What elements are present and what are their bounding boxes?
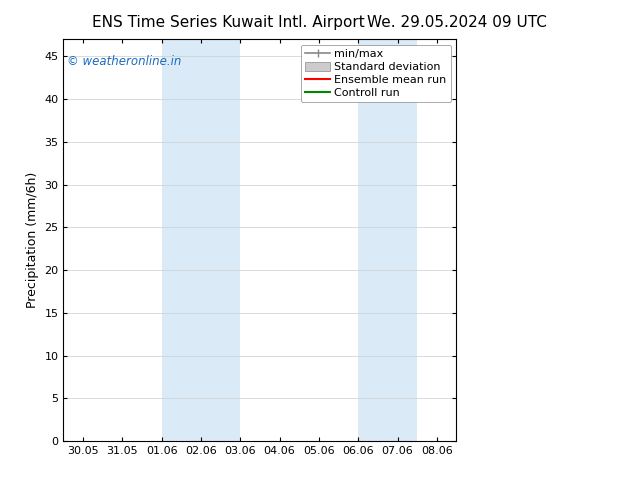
Legend: min/max, Standard deviation, Ensemble mean run, Controll run: min/max, Standard deviation, Ensemble me… (301, 45, 451, 102)
Bar (201, 39, 240, 441)
Text: We. 29.05.2024 09 UTC: We. 29.05.2024 09 UTC (366, 15, 547, 30)
Text: ENS Time Series Kuwait Intl. Airport: ENS Time Series Kuwait Intl. Airport (92, 15, 365, 30)
Bar (162, 39, 201, 441)
Text: © weatheronline.in: © weatheronline.in (67, 55, 182, 68)
Bar (398, 39, 417, 441)
Bar (358, 39, 398, 441)
Y-axis label: Precipitation (mm/6h): Precipitation (mm/6h) (26, 172, 39, 308)
